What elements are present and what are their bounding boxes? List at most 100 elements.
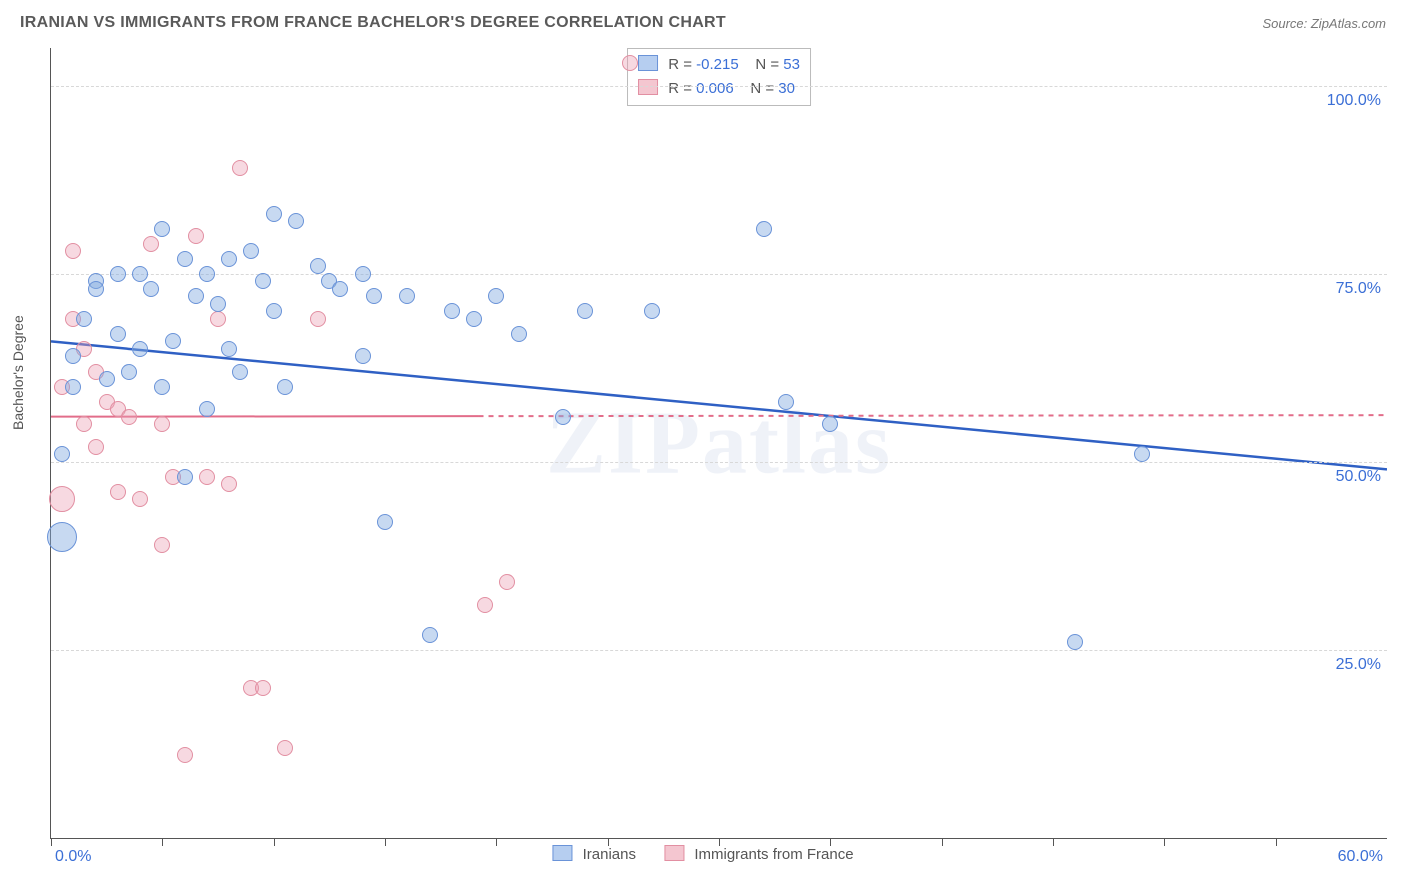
data-point [232,364,248,380]
legend-label: Iranians [583,846,636,863]
data-point [266,206,282,222]
gridline [51,462,1387,463]
data-point [132,341,148,357]
n-label: N = [755,56,779,73]
data-point [377,514,393,530]
legend-swatch-pink [664,845,684,861]
x-min-label: 0.0% [55,848,91,866]
data-point [199,401,215,417]
data-point [88,281,104,297]
x-tick [942,838,943,846]
data-point [143,281,159,297]
data-point [288,213,304,229]
data-point [76,311,92,327]
legend-stats: R = -0.215 N = 53 R = 0.006 N = 30 [627,48,811,106]
data-point [177,469,193,485]
x-tick [162,838,163,846]
data-point [177,747,193,763]
data-point [277,379,293,395]
data-point [188,228,204,244]
data-point [154,537,170,553]
r-label: R = [668,56,692,73]
data-point [243,243,259,259]
r-value: 0.006 [696,80,734,97]
data-point [1134,446,1150,462]
x-tick [1276,838,1277,846]
data-point [277,740,293,756]
data-point [210,296,226,312]
data-point [266,303,282,319]
data-point [47,522,77,552]
source-attribution: Source: ZipAtlas.com [1262,16,1386,31]
data-point [88,439,104,455]
trend-lines [51,48,1387,838]
data-point [488,288,504,304]
legend-series: Iranians Immigrants from France [540,845,865,863]
data-point [422,627,438,643]
data-point [511,326,527,342]
legend-item: Immigrants from France [664,846,853,863]
x-tick [1164,838,1165,846]
data-point [255,680,271,696]
data-point [210,311,226,327]
data-point [477,597,493,613]
data-point [177,251,193,267]
data-point [143,236,159,252]
data-point [366,288,382,304]
data-point [355,266,371,282]
plot-area: ZIPatlas R = -0.215 N = 53 R = 0.006 N =… [50,48,1387,839]
data-point [154,379,170,395]
data-point [110,326,126,342]
data-point [255,273,271,289]
legend-swatch-blue [638,55,658,71]
data-point [644,303,660,319]
data-point [54,446,70,462]
data-point [555,409,571,425]
data-point [188,288,204,304]
x-tick [496,838,497,846]
data-point [1067,634,1083,650]
data-point [110,266,126,282]
data-point [756,221,772,237]
data-point [221,341,237,357]
data-point [399,288,415,304]
data-point [65,348,81,364]
data-point [110,484,126,500]
data-point [132,266,148,282]
data-point [310,311,326,327]
data-point [221,476,237,492]
legend-swatch-blue [552,845,572,861]
chart-title: IRANIAN VS IMMIGRANTS FROM FRANCE BACHEL… [20,14,726,31]
y-tick-label: 75.0% [1336,280,1381,298]
legend-stats-row: R = -0.215 N = 53 [638,53,800,77]
legend-swatch-pink [638,79,658,95]
n-value: 53 [783,56,800,73]
n-value: 30 [778,80,795,97]
data-point [76,416,92,432]
data-point [121,409,137,425]
data-point [232,160,248,176]
data-point [221,251,237,267]
data-point [199,469,215,485]
x-tick [51,838,52,846]
y-tick-label: 100.0% [1327,92,1381,110]
gridline [51,274,1387,275]
data-point [444,303,460,319]
data-point [466,311,482,327]
r-label: R = [668,80,692,97]
data-point [65,243,81,259]
data-point [355,348,371,364]
r-value: -0.215 [696,56,739,73]
data-point [499,574,515,590]
data-point [154,416,170,432]
y-tick-label: 25.0% [1336,656,1381,674]
x-tick [385,838,386,846]
gridline [51,86,1387,87]
data-point [199,266,215,282]
data-point [332,281,348,297]
n-label: N = [750,80,774,97]
y-tick-label: 50.0% [1336,468,1381,486]
data-point [577,303,593,319]
data-point [65,379,81,395]
data-point [822,416,838,432]
